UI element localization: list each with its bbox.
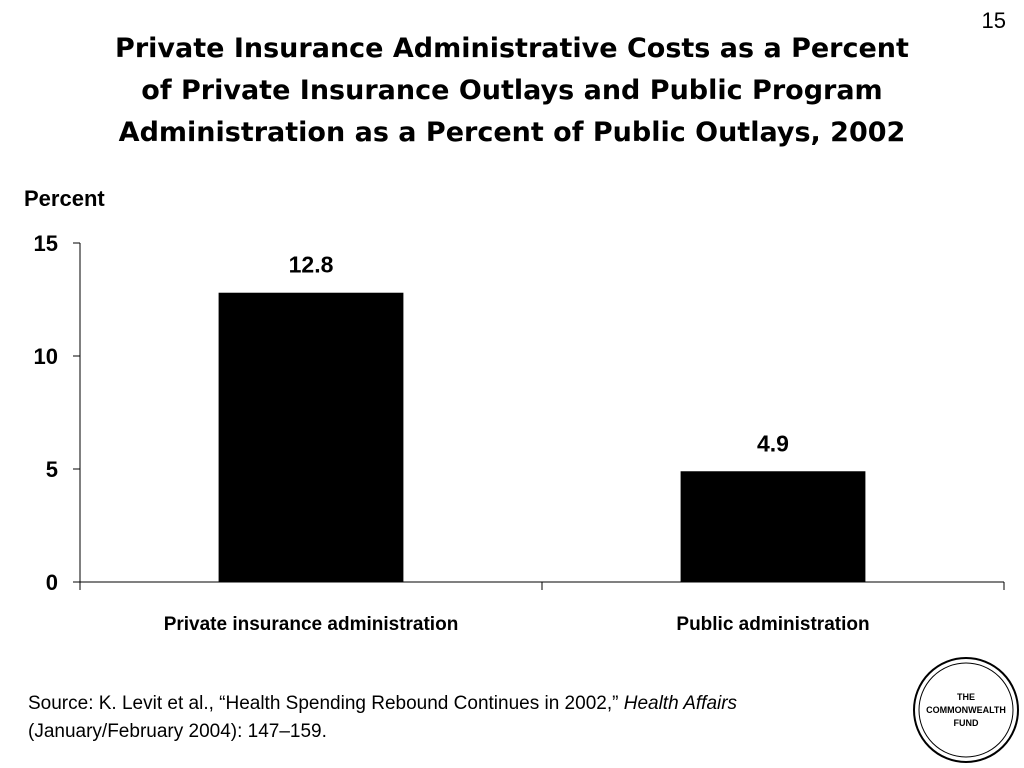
bar <box>680 471 866 582</box>
logo-outer-ring <box>913 657 1019 763</box>
data-label: 4.9 <box>757 430 789 456</box>
title-line-3: Administration as a Percent of Public Ou… <box>118 117 906 148</box>
commonwealth-fund-logo: THE COMMONWEALTH FUND <box>913 657 1019 763</box>
slide-number: 15 <box>981 8 1006 33</box>
category-label: Private insurance administration <box>164 614 459 635</box>
logo-line-3: FUND <box>954 718 979 728</box>
logo-line-1: THE <box>957 692 975 702</box>
y-axis-label: Percent <box>24 186 105 211</box>
source-journal: Health Affairs <box>623 693 738 714</box>
bar-chart: 0 5 10 15 12.8 Private insurance administrati… <box>34 231 1005 635</box>
chart-title: Private Insurance Administrative Costs a… <box>10 28 1014 154</box>
y-tick-label: 0 <box>46 570 58 595</box>
bar <box>218 292 404 582</box>
y-tick-label: 10 <box>34 344 58 369</box>
title-line-2: of Private Insurance Outlays and Public … <box>141 75 883 106</box>
logo-line-2: COMMONWEALTH <box>926 705 1006 715</box>
source-prefix: Source: K. Levit et al., “Health Spendin… <box>28 693 624 714</box>
source-suffix: (January/February 2004): 147–159. <box>28 721 327 742</box>
logo-inner-ring <box>918 662 1014 758</box>
y-tick-label: 15 <box>34 231 58 256</box>
source-note: Source: K. Levit et al., “Health Spendin… <box>28 690 908 746</box>
y-tick-label: 5 <box>46 457 58 482</box>
title-line-1: Private Insurance Administrative Costs a… <box>115 33 909 64</box>
data-label: 12.8 <box>289 252 334 278</box>
category-label: Public administration <box>676 614 869 635</box>
